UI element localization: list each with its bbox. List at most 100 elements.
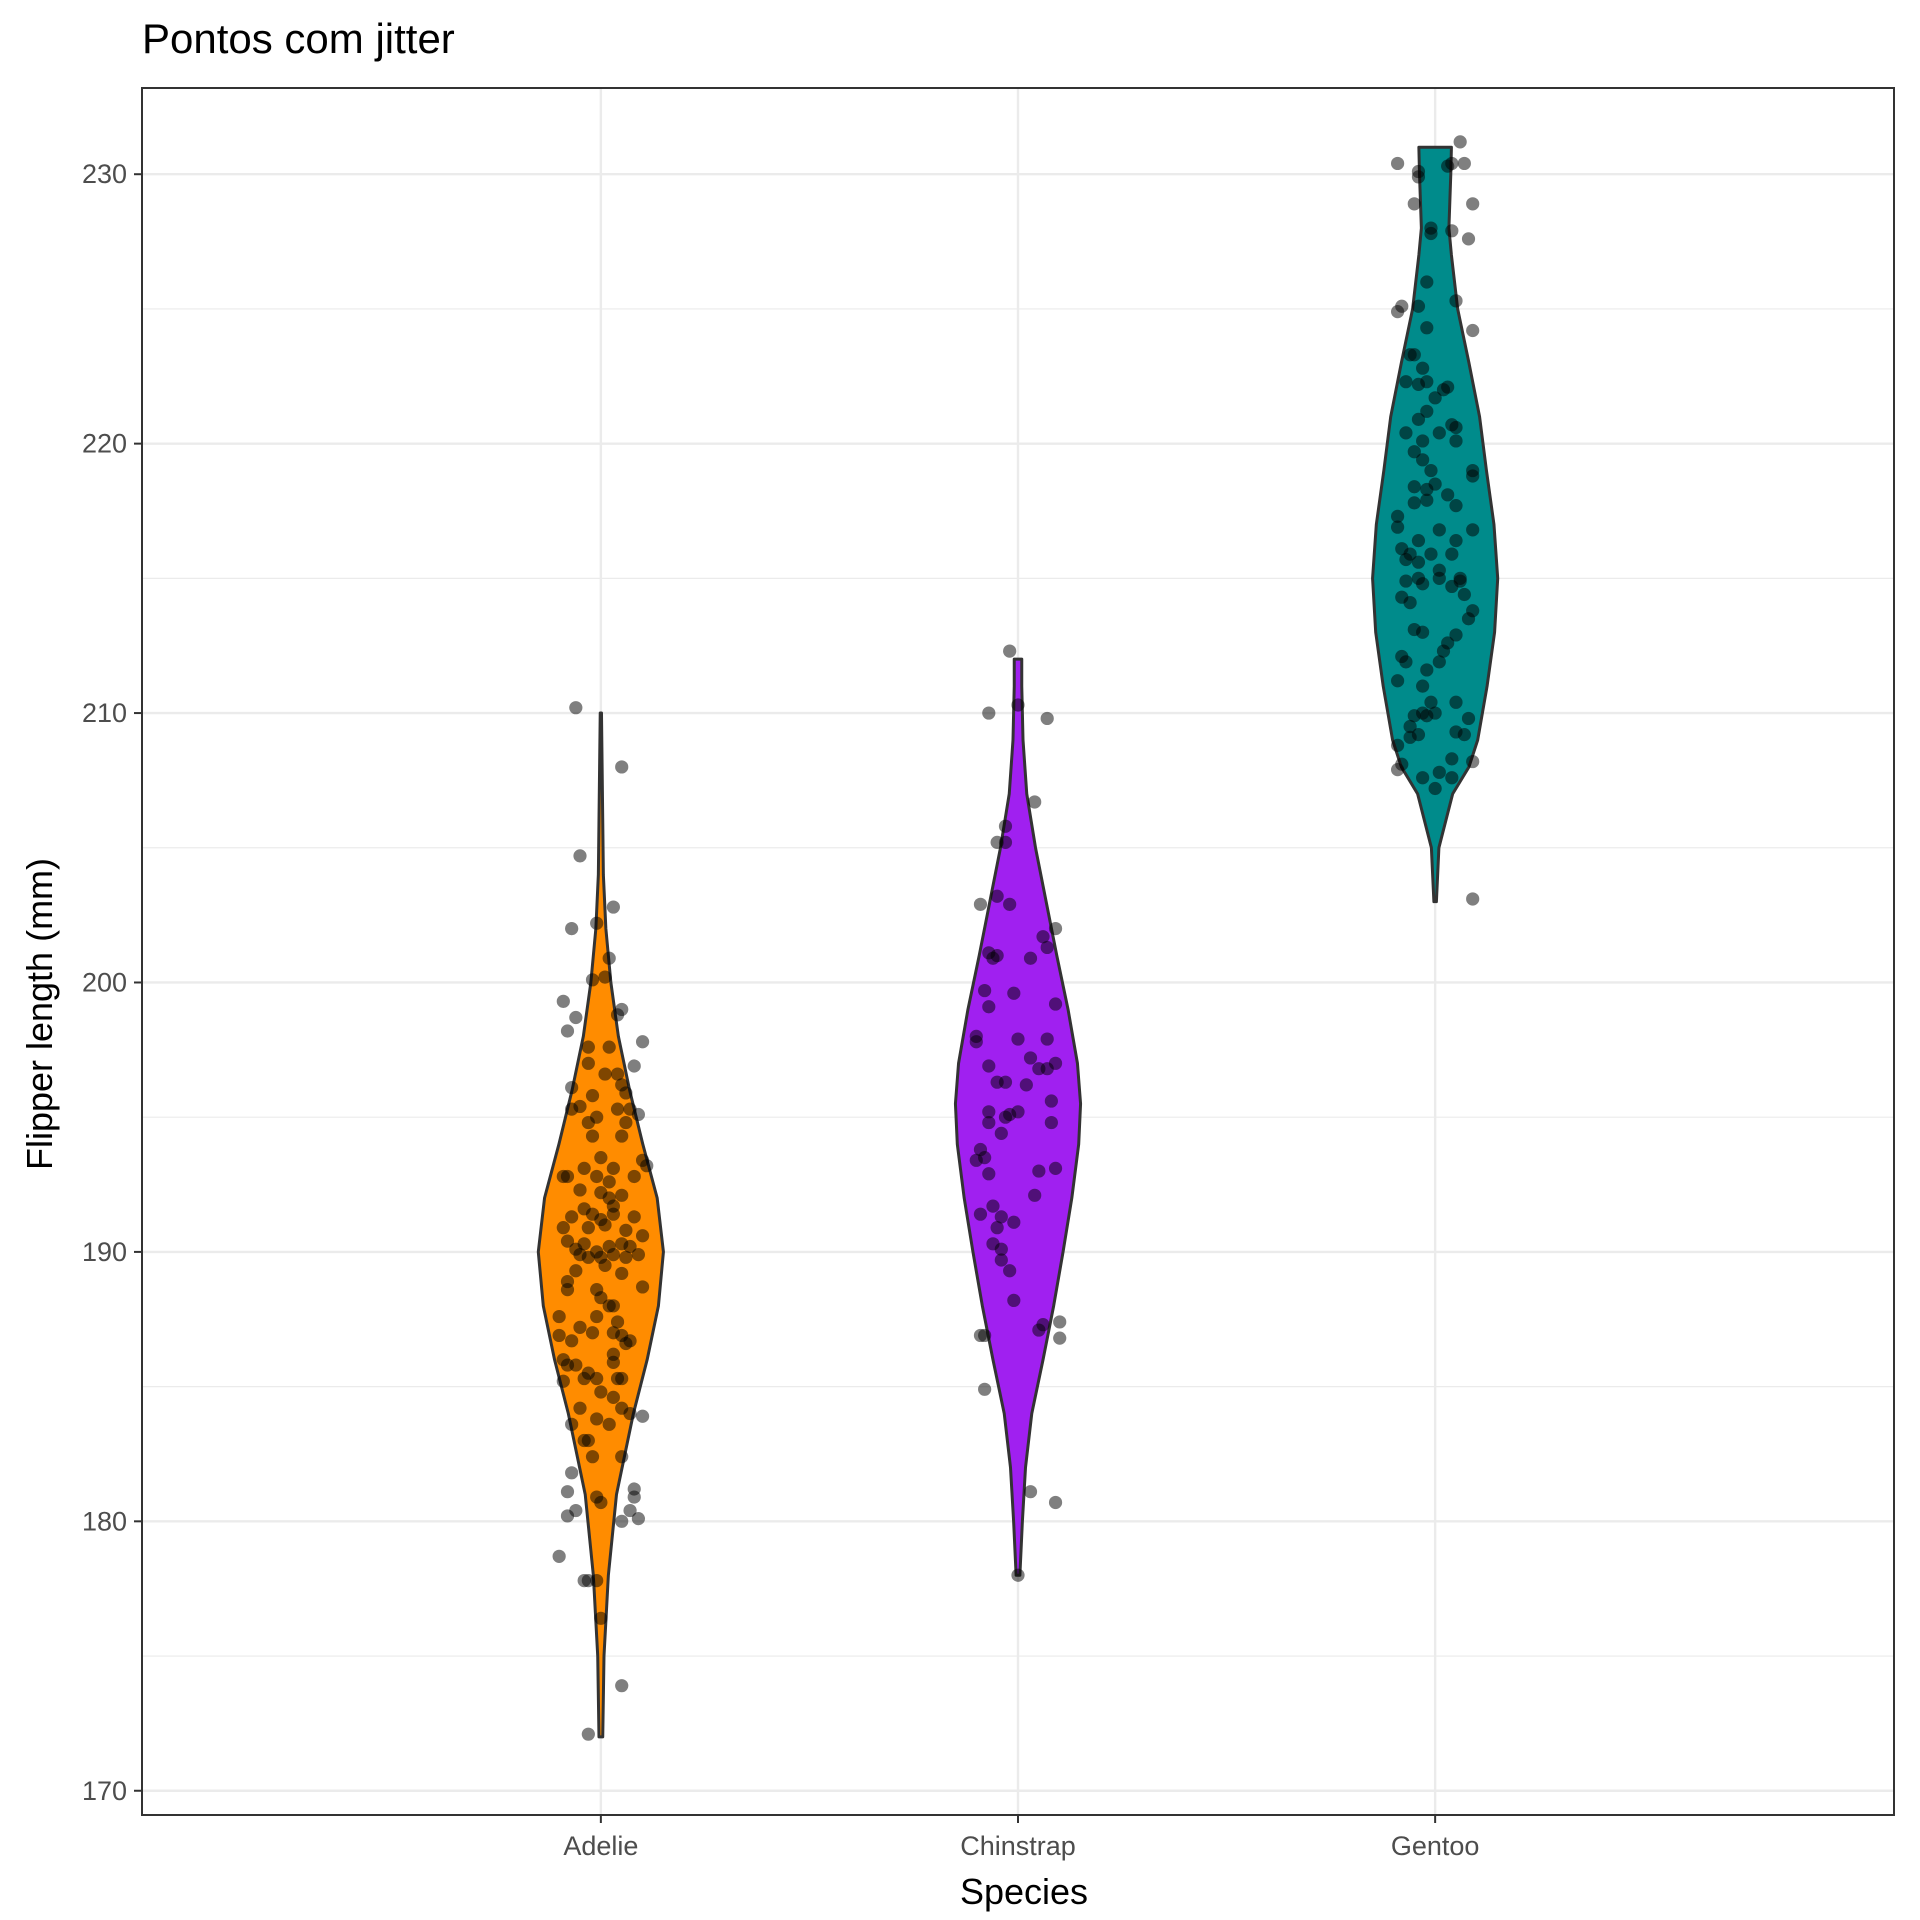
data-point-gentoo xyxy=(1399,552,1413,567)
data-point-gentoo xyxy=(1403,595,1417,610)
data-point-gentoo xyxy=(1416,625,1430,639)
data-point-gentoo xyxy=(1407,445,1421,459)
data-point-adelie xyxy=(552,1328,566,1343)
data-point-adelie xyxy=(606,900,620,914)
data-point-adelie xyxy=(598,970,612,984)
data-point-adelie xyxy=(565,1080,579,1095)
data-point-adelie xyxy=(560,1283,575,1297)
data-point-gentoo xyxy=(1399,574,1413,588)
data-point-chinstrap xyxy=(1048,1495,1063,1510)
data-point-chinstrap xyxy=(994,1126,1008,1140)
data-point-gentoo xyxy=(1428,706,1442,720)
data-point-chinstrap xyxy=(990,889,1004,903)
data-point-gentoo xyxy=(1445,156,1459,171)
data-point-gentoo xyxy=(1466,892,1480,906)
data-point-chinstrap xyxy=(1003,644,1017,658)
data-point-adelie xyxy=(581,1727,595,1741)
data-point-gentoo xyxy=(1391,738,1405,752)
data-point-adelie xyxy=(585,1089,600,1103)
data-point-adelie xyxy=(598,1258,612,1272)
data-point-chinstrap xyxy=(1023,1051,1038,1065)
data-point-chinstrap xyxy=(1032,1323,1046,1337)
data-point-adelie xyxy=(623,1239,637,1254)
data-point-gentoo xyxy=(1466,197,1480,211)
data-point-chinstrap xyxy=(973,1207,988,1221)
data-point-gentoo xyxy=(1441,488,1455,502)
data-point-adelie xyxy=(581,1056,595,1070)
data-point-gentoo xyxy=(1466,754,1480,769)
data-point-adelie xyxy=(565,1334,579,1348)
data-point-gentoo xyxy=(1391,156,1405,171)
data-point-chinstrap xyxy=(1003,897,1017,911)
data-point-gentoo xyxy=(1449,695,1463,709)
data-point-adelie xyxy=(565,921,579,936)
data-point-chinstrap xyxy=(1011,698,1025,712)
data-point-adelie xyxy=(635,1035,650,1049)
data-point-gentoo xyxy=(1399,426,1413,440)
data-point-gentoo xyxy=(1416,361,1430,375)
data-point-gentoo xyxy=(1449,499,1463,513)
data-point-chinstrap xyxy=(982,1167,996,1181)
data-point-gentoo xyxy=(1416,434,1430,448)
chart-title: Pontos com jitter xyxy=(142,15,455,62)
data-point-chinstrap xyxy=(1036,930,1050,944)
data-point-gentoo xyxy=(1416,577,1430,591)
data-point-adelie xyxy=(577,1161,591,1175)
data-point-chinstrap xyxy=(1028,1188,1042,1202)
data-point-chinstrap xyxy=(982,1000,996,1014)
data-point-gentoo xyxy=(1432,523,1446,537)
data-point-adelie xyxy=(581,1040,595,1054)
data-point-adelie xyxy=(552,1309,566,1324)
data-point-chinstrap xyxy=(1003,1264,1017,1278)
data-point-chinstrap xyxy=(986,951,1000,965)
data-point-adelie xyxy=(577,1237,591,1251)
data-point-chinstrap xyxy=(978,1151,992,1165)
data-point-gentoo xyxy=(1420,375,1434,389)
data-point-adelie xyxy=(598,1067,612,1081)
data-point-chinstrap xyxy=(994,1253,1008,1267)
data-point-adelie xyxy=(610,1102,625,1116)
data-point-adelie xyxy=(560,1485,575,1499)
data-point-adelie xyxy=(590,916,604,930)
y-axis-title: Flipper length (mm) xyxy=(19,858,60,1170)
data-point-adelie xyxy=(569,1010,583,1025)
data-point-chinstrap xyxy=(1028,795,1042,809)
data-point-gentoo xyxy=(1407,480,1421,494)
data-point-adelie xyxy=(602,1040,616,1054)
data-point-gentoo xyxy=(1449,294,1463,308)
data-point-adelie xyxy=(619,1223,633,1237)
data-point-gentoo xyxy=(1411,555,1426,569)
data-point-adelie xyxy=(627,1210,641,1224)
data-point-gentoo xyxy=(1453,135,1467,149)
data-point-adelie xyxy=(640,1159,654,1173)
data-point-adelie xyxy=(606,1355,620,1369)
data-point-chinstrap xyxy=(969,1035,983,1049)
data-point-adelie xyxy=(560,1509,575,1523)
data-point-adelie xyxy=(631,1107,646,1122)
data-point-gentoo xyxy=(1432,426,1446,440)
data-point-adelie xyxy=(615,1514,629,1528)
data-point-chinstrap xyxy=(978,1328,992,1343)
data-point-chinstrap xyxy=(1007,986,1021,1000)
data-point-adelie xyxy=(594,1495,608,1510)
data-point-adelie xyxy=(590,1371,604,1386)
data-point-chinstrap xyxy=(1032,1164,1046,1178)
data-point-chinstrap xyxy=(1040,940,1054,955)
data-point-adelie xyxy=(610,1067,625,1081)
data-point-gentoo xyxy=(1416,771,1430,785)
data-point-gentoo xyxy=(1466,323,1480,338)
data-point-adelie xyxy=(590,1412,604,1426)
data-point-gentoo xyxy=(1424,547,1438,561)
data-point-gentoo xyxy=(1428,781,1442,796)
data-point-gentoo xyxy=(1466,469,1480,483)
data-point-gentoo xyxy=(1428,391,1442,405)
data-point-chinstrap xyxy=(978,983,992,998)
data-point-gentoo xyxy=(1432,765,1446,779)
data-point-chinstrap xyxy=(1011,1568,1025,1582)
data-point-gentoo xyxy=(1449,434,1463,448)
data-point-chinstrap xyxy=(1040,1032,1054,1046)
data-point-adelie xyxy=(627,1169,641,1184)
data-point-adelie xyxy=(585,973,600,987)
data-point-adelie xyxy=(619,1086,633,1100)
data-point-chinstrap xyxy=(1053,1315,1067,1329)
